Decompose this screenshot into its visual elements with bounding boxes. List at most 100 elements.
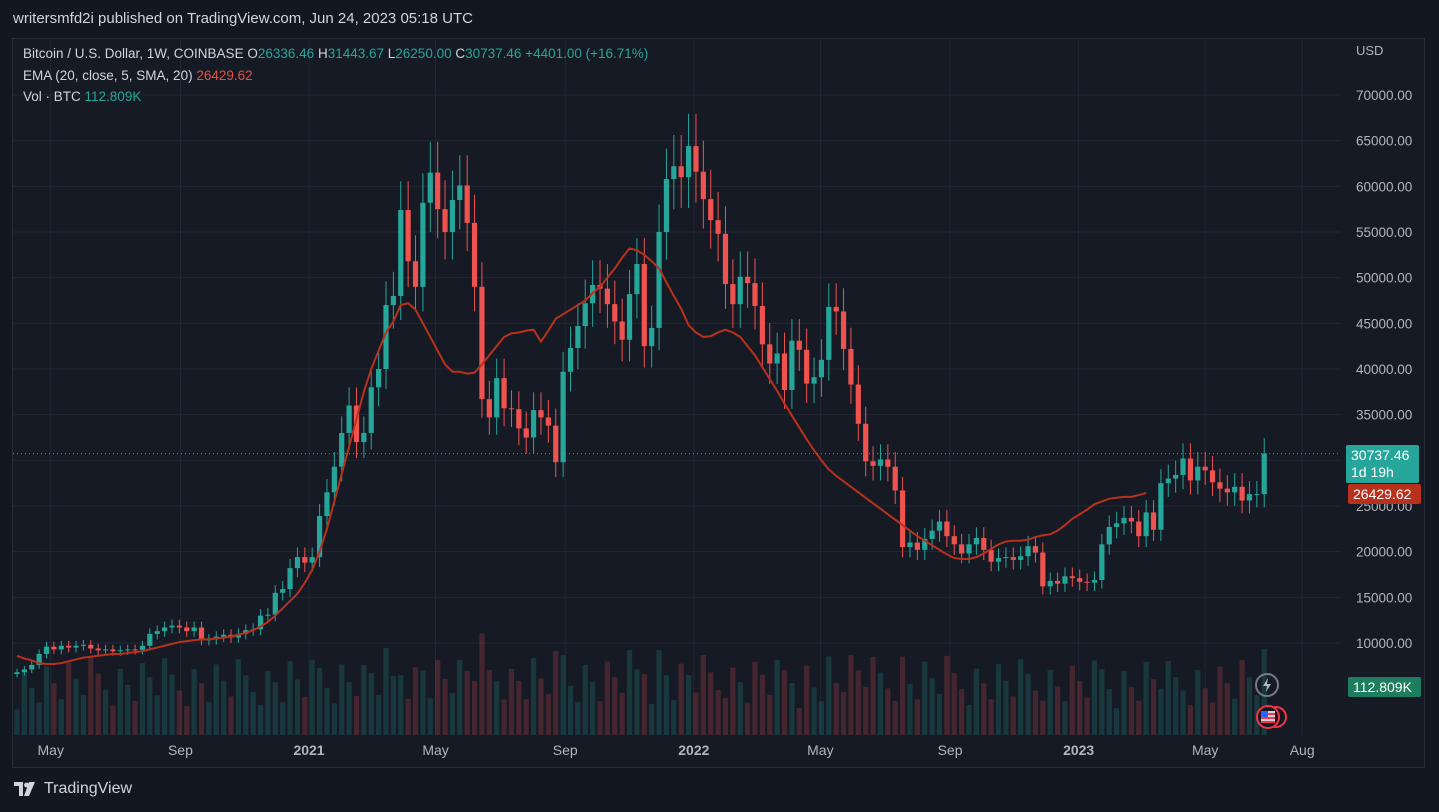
candle-body xyxy=(796,340,802,350)
volume-bar xyxy=(390,676,396,735)
candle-body xyxy=(907,542,913,548)
legend-volume-row[interactable]: Vol · BTC 112.809K xyxy=(23,89,141,104)
candle-body xyxy=(870,461,876,466)
candle-body xyxy=(1195,466,1201,481)
us-flag-event-icon[interactable] xyxy=(1255,704,1287,730)
candle-body xyxy=(1077,578,1083,582)
candle-body xyxy=(1099,544,1105,580)
candle-body xyxy=(390,295,396,306)
candle-body xyxy=(759,305,765,345)
volume-bar xyxy=(1062,701,1068,735)
volume-bar xyxy=(759,674,765,735)
x-tick-label: 2022 xyxy=(678,742,709,758)
lightning-icon[interactable] xyxy=(1255,673,1279,697)
candle-body xyxy=(1173,474,1179,479)
candle-body xyxy=(1150,512,1157,530)
volume-bar xyxy=(855,670,861,735)
volume-bar xyxy=(162,658,168,735)
candle-body xyxy=(612,304,618,322)
candle-body xyxy=(531,410,537,438)
candle-body xyxy=(339,432,345,467)
volume-bar xyxy=(988,699,994,735)
legend-volume-label: Vol · BTC xyxy=(23,89,81,104)
candle-body xyxy=(479,286,485,400)
candle-body xyxy=(848,348,854,385)
volume-bar xyxy=(1047,669,1053,735)
volume-bar xyxy=(833,683,839,735)
tradingview-brand[interactable]: TradingView xyxy=(14,780,132,798)
y-tick-label: 40000.00 xyxy=(1356,362,1412,377)
volume-bar xyxy=(1217,666,1223,735)
candle-body xyxy=(486,399,492,418)
volume-bar xyxy=(361,665,367,735)
volume-bar xyxy=(1054,686,1061,735)
candle-body xyxy=(361,432,367,443)
volume-bar xyxy=(1202,688,1208,735)
legend-symbol[interactable]: Bitcoin / U.S. Dollar, 1W, COINBASE xyxy=(23,46,244,61)
publisher-line: writersmfd2i published on TradingView.co… xyxy=(13,10,473,27)
candle-body xyxy=(1084,581,1090,583)
candle-body xyxy=(641,263,647,347)
volume-bar xyxy=(213,664,219,735)
volume-bar xyxy=(1232,698,1238,735)
volume-bar xyxy=(582,665,588,735)
ema-price-tag: 26429.62 xyxy=(1348,484,1421,504)
x-tick-label: May xyxy=(807,742,833,758)
candle-body xyxy=(951,536,957,545)
volume-bar xyxy=(243,675,249,735)
candle-body xyxy=(900,490,906,548)
volume-bar xyxy=(804,665,810,735)
candle-body xyxy=(966,544,972,554)
volume-bar xyxy=(1195,670,1201,735)
volume-bar xyxy=(353,696,360,735)
volume-bar xyxy=(597,701,603,735)
chart-frame[interactable] xyxy=(12,38,1425,768)
candle-body xyxy=(73,645,79,648)
candle-body xyxy=(1165,478,1171,484)
candle-body xyxy=(1143,512,1149,537)
candle-body xyxy=(789,340,795,391)
volume-bar xyxy=(545,694,551,735)
candle-body xyxy=(553,425,559,463)
candle-body xyxy=(1025,546,1031,557)
volume-bar xyxy=(206,701,212,735)
candle-body xyxy=(774,353,780,364)
legend-open-label: O xyxy=(247,46,258,61)
volume-bar xyxy=(590,682,596,735)
legend-ohlc-row: Bitcoin / U.S. Dollar, 1W, COINBASE O263… xyxy=(23,46,648,61)
candle-body xyxy=(66,645,72,648)
volume-bar xyxy=(708,672,714,735)
volume-bar xyxy=(900,656,906,735)
volume-bar xyxy=(88,657,94,735)
candle-body xyxy=(811,377,817,384)
candle-body xyxy=(1106,527,1112,545)
candle-body xyxy=(1246,494,1253,501)
candle-body xyxy=(471,222,478,287)
volume-bar xyxy=(1239,660,1245,735)
candle-body xyxy=(730,284,736,305)
volume-bar xyxy=(1136,700,1142,735)
volume-bar xyxy=(1121,670,1127,735)
candle-body xyxy=(1040,552,1046,587)
legend-ema-row[interactable]: EMA (20, close, 5, SMA, 20) 26429.62 xyxy=(23,68,253,83)
volume-bar xyxy=(494,681,500,735)
candle-body xyxy=(435,172,441,210)
candle-body xyxy=(700,171,706,200)
candle-body xyxy=(162,627,168,632)
volume-bar xyxy=(767,694,773,735)
volume-bar xyxy=(280,702,286,735)
y-tick-label: 10000.00 xyxy=(1356,636,1412,651)
candle-body xyxy=(1187,458,1194,481)
candle-body xyxy=(708,199,714,221)
candle-body xyxy=(51,646,57,650)
volume-bar xyxy=(914,699,920,735)
candle-body xyxy=(752,283,758,306)
price-axis-currency[interactable]: USD xyxy=(1356,43,1384,58)
volume-bar xyxy=(922,661,928,735)
volume-bar xyxy=(294,679,301,735)
candle-body xyxy=(412,261,419,287)
volume-bar xyxy=(737,682,743,735)
candle-body xyxy=(176,625,182,628)
y-tick-label: 15000.00 xyxy=(1356,590,1412,605)
